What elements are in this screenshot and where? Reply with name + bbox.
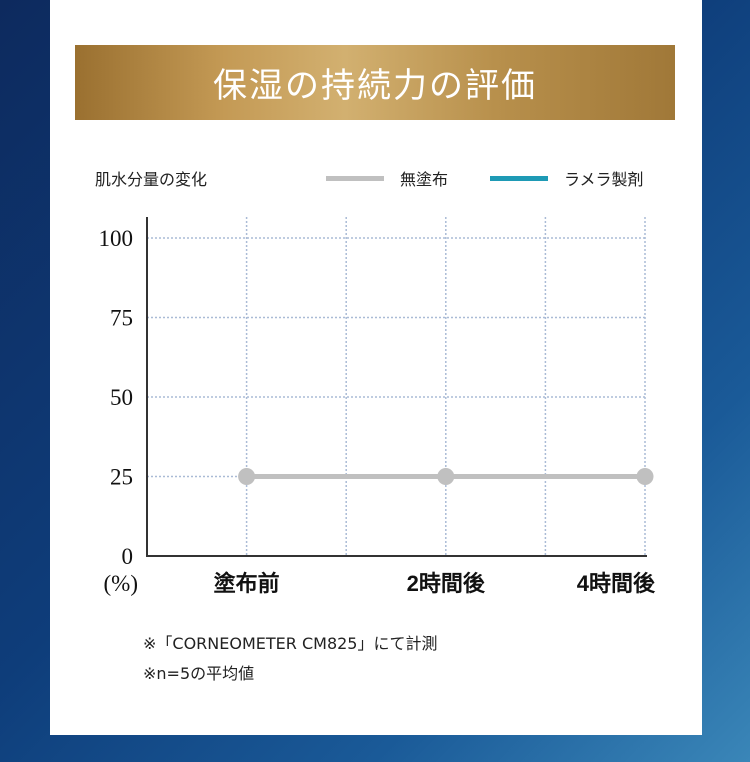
y-tick-label: 25 xyxy=(110,465,133,490)
title-banner: 保湿の持続力の評価 xyxy=(75,45,675,120)
legend-item-untreated: 無塗布 xyxy=(326,166,448,190)
y-tick-label: 50 xyxy=(110,385,133,410)
legend-label: ラメラ製剤 xyxy=(564,170,644,189)
x-tick-label: 2時間後 xyxy=(407,571,486,596)
y-tick-label: 100 xyxy=(99,226,134,251)
legend-swatch xyxy=(326,175,384,181)
card xyxy=(50,0,702,735)
legend-label: 無塗布 xyxy=(400,170,449,189)
y-unit-label: (%) xyxy=(104,571,138,596)
y-tick-label: 75 xyxy=(110,306,133,331)
data-point xyxy=(437,468,455,485)
note-2: ※n=5の平均値 xyxy=(143,664,255,683)
banner-title: 保湿の持続力の評価 xyxy=(213,66,537,106)
chart-title: 肌水分量の変化 xyxy=(95,170,208,189)
legend-item-lamella: ラメラ製剤 xyxy=(490,166,644,190)
y-tick-label: 0 xyxy=(122,544,134,569)
x-tick-label: 塗布前 xyxy=(214,571,280,596)
x-tick-label: 4時間後 xyxy=(577,571,656,596)
legend-swatch xyxy=(490,175,548,181)
data-point xyxy=(238,468,256,485)
data-point xyxy=(636,468,654,485)
note-1: ※「CORNEOMETER CM825」にて計測 xyxy=(143,634,438,653)
